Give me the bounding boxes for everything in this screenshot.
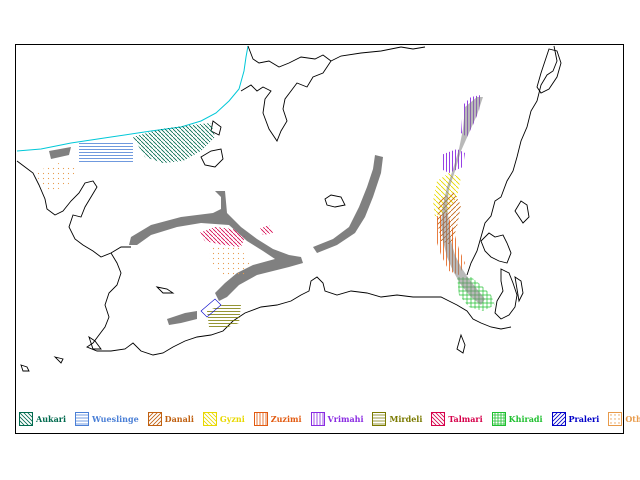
legend-label-wueslinge: Wueslinge bbox=[92, 414, 139, 424]
legend-label-gyzni: Gyzni bbox=[219, 414, 245, 424]
gray-bands bbox=[49, 147, 383, 325]
legend-swatch-vrimahi bbox=[310, 412, 325, 426]
map-legend: Aukari Wueslinge Danali Gyzni Zuzimi Vrimahi M… bbox=[19, 411, 640, 427]
legend-item-other: Other bbox=[608, 412, 640, 426]
legend-item-zuzimi: Zuzimi bbox=[253, 412, 302, 426]
gray-spine bbox=[441, 97, 485, 305]
legend-item-danali: Danali bbox=[147, 412, 194, 426]
legend-swatch-gyzni bbox=[202, 412, 217, 426]
talmari-region bbox=[199, 225, 273, 247]
legend-label-zuzimi: Zuzimi bbox=[270, 414, 302, 424]
aukari-region bbox=[133, 123, 215, 163]
legend-item-talmari: Talmari bbox=[431, 412, 483, 426]
legend-item-praleri: Praleri bbox=[551, 412, 600, 426]
legend-swatch-other bbox=[608, 412, 623, 426]
wueslinge-region bbox=[79, 141, 133, 163]
legend-swatch-praleri bbox=[551, 412, 566, 426]
legend-item-aukari: Aukari bbox=[19, 412, 66, 426]
legend-label-talmari: Talmari bbox=[448, 414, 483, 424]
legend-label-praleri: Praleri bbox=[568, 414, 600, 424]
legend-item-khiradi: Khiradi bbox=[491, 412, 543, 426]
legend-item-mirdeli: Mirdeli bbox=[372, 412, 422, 426]
legend-label-khiradi: Khiradi bbox=[508, 414, 543, 424]
legend-swatch-khiradi bbox=[491, 412, 506, 426]
legend-item-wueslinge: Wueslinge bbox=[75, 412, 139, 426]
legend-label-mirdeli: Mirdeli bbox=[389, 414, 423, 424]
map-canvas bbox=[16, 45, 562, 372]
legend-item-gyzni: Gyzni bbox=[202, 412, 245, 426]
map-frame bbox=[15, 44, 624, 434]
legend-swatch-talmari bbox=[431, 412, 446, 426]
legend-swatch-aukari bbox=[19, 412, 33, 426]
legend-swatch-wueslinge bbox=[75, 412, 90, 426]
legend-label-aukari: Aukari bbox=[36, 414, 67, 424]
legend-label-other: Other bbox=[625, 414, 640, 424]
praleri-region bbox=[200, 298, 222, 318]
mirdeli-region bbox=[207, 303, 241, 329]
other-region-center bbox=[209, 247, 251, 277]
legend-label-vrimahi: Vrimahi bbox=[327, 414, 364, 424]
sea-boundary-line bbox=[16, 45, 249, 152]
legend-item-vrimahi: Vrimahi bbox=[310, 412, 364, 426]
other-region-nw bbox=[37, 163, 77, 191]
coastline bbox=[16, 45, 562, 372]
legend-swatch-danali bbox=[147, 412, 162, 426]
legend-swatch-mirdeli bbox=[372, 412, 387, 426]
legend-label-danali: Danali bbox=[164, 414, 194, 424]
legend-swatch-zuzimi bbox=[253, 412, 268, 426]
